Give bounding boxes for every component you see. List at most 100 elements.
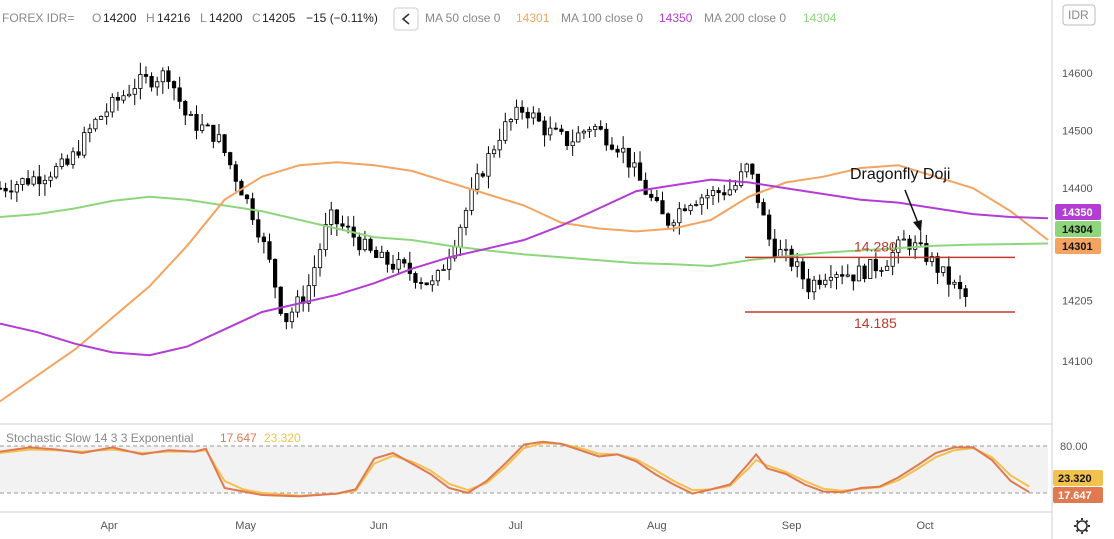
candle-body bbox=[896, 239, 901, 253]
stoch-tag-k: 17.647 bbox=[1053, 487, 1103, 503]
candle-body bbox=[795, 261, 800, 267]
candle-body bbox=[188, 113, 193, 116]
stoch-axis-80: 80.00 bbox=[1060, 441, 1088, 453]
candle-body bbox=[334, 209, 339, 225]
candle-body bbox=[733, 184, 738, 191]
ma200-line bbox=[0, 195, 1049, 268]
candle-body bbox=[952, 281, 957, 285]
stoch-tag-d: 23.320 bbox=[1053, 470, 1103, 486]
header: FOREX IDR= O 14200 H 14216 L 14200 C 142… bbox=[2, 7, 837, 31]
candle-body bbox=[626, 147, 631, 168]
resistance-label: 14.280 bbox=[854, 238, 897, 254]
high-value: 14216 bbox=[157, 11, 191, 25]
candle-body bbox=[127, 93, 132, 97]
candle-body bbox=[267, 241, 272, 260]
candle-body bbox=[570, 141, 575, 146]
time-tick-aug: Aug bbox=[647, 520, 667, 532]
candle-body bbox=[244, 194, 250, 200]
candle-body bbox=[469, 188, 474, 211]
candle-body bbox=[542, 120, 547, 136]
collapse-button[interactable] bbox=[393, 7, 419, 31]
ma200-label: MA 200 close 0 bbox=[704, 11, 786, 25]
candle-body bbox=[205, 124, 210, 127]
candle-body bbox=[957, 281, 963, 290]
candle-body bbox=[177, 87, 182, 102]
candle-body bbox=[115, 96, 120, 101]
candle-body bbox=[548, 127, 553, 136]
candle-body bbox=[868, 259, 873, 280]
candle-body bbox=[222, 134, 227, 153]
candle-body bbox=[817, 279, 822, 285]
candle-body bbox=[435, 270, 441, 282]
candle-body bbox=[98, 116, 104, 120]
candle-body bbox=[166, 70, 171, 82]
price-tag-ma50: 14301 bbox=[1055, 238, 1101, 254]
ma50-value: 14301 bbox=[516, 11, 550, 25]
candle-body bbox=[615, 148, 620, 153]
pattern-label: Dragonfly Doji bbox=[850, 166, 950, 183]
candle-body bbox=[54, 166, 59, 178]
candle-body bbox=[25, 178, 31, 185]
candle-body bbox=[632, 162, 637, 168]
candle-body bbox=[637, 162, 643, 181]
candle-body bbox=[256, 219, 261, 238]
candle-body bbox=[531, 112, 536, 119]
candle-body bbox=[306, 285, 311, 304]
candle-body bbox=[3, 187, 8, 192]
candle-body bbox=[918, 242, 923, 245]
candle-body bbox=[194, 113, 199, 131]
candle-body bbox=[666, 213, 671, 226]
currency-button[interactable]: IDR bbox=[1062, 4, 1096, 26]
high-label: H bbox=[146, 11, 155, 25]
candle-body bbox=[480, 173, 485, 177]
stoch-k-line bbox=[0, 440, 1030, 498]
candle-body bbox=[413, 273, 418, 283]
candle-body bbox=[564, 131, 570, 146]
candle-body bbox=[379, 251, 384, 258]
stoch-band bbox=[0, 446, 1048, 493]
candle-body bbox=[514, 106, 519, 120]
candle-body bbox=[907, 238, 912, 250]
candle-body bbox=[70, 151, 76, 165]
candle-body bbox=[396, 259, 401, 270]
candle-body bbox=[873, 259, 878, 272]
candle-body bbox=[929, 256, 935, 262]
candle-body bbox=[9, 190, 14, 193]
candle-body bbox=[486, 153, 491, 177]
candle-body bbox=[767, 214, 772, 240]
candle-body bbox=[149, 76, 154, 88]
candle-body bbox=[441, 268, 446, 271]
time-tick-sep: Sep bbox=[782, 520, 802, 532]
candle-body bbox=[772, 238, 777, 258]
candle-body bbox=[727, 189, 732, 196]
candle-body bbox=[525, 111, 530, 119]
candles bbox=[0, 62, 968, 330]
candle-body bbox=[845, 274, 850, 277]
candle-body bbox=[649, 193, 654, 198]
support-label: 14.185 bbox=[854, 315, 897, 331]
candle-body bbox=[901, 238, 907, 241]
candle-body bbox=[317, 249, 323, 269]
candle-body bbox=[671, 222, 676, 226]
candle-body bbox=[750, 163, 755, 175]
svg-text:14304: 14304 bbox=[1062, 224, 1093, 236]
candle-body bbox=[761, 202, 766, 216]
candle-body bbox=[329, 209, 334, 225]
candle-body bbox=[160, 70, 165, 83]
candle-body bbox=[609, 144, 615, 150]
settings-button[interactable] bbox=[1074, 518, 1090, 534]
candle-body bbox=[643, 179, 648, 195]
change-value: −15 (−0.11%) bbox=[306, 11, 378, 25]
candle-body bbox=[682, 208, 688, 212]
candle-body bbox=[59, 158, 64, 167]
candle-body bbox=[879, 269, 884, 272]
candle-body bbox=[76, 151, 81, 156]
candle-body bbox=[755, 173, 761, 203]
stoch-k-value: 17.647 bbox=[220, 431, 257, 445]
price-tick-14205: 14205 bbox=[1062, 296, 1093, 308]
candle-body bbox=[104, 111, 109, 117]
pattern-arrowhead bbox=[913, 220, 922, 232]
candle-body bbox=[963, 288, 968, 297]
candle-body bbox=[362, 238, 368, 251]
